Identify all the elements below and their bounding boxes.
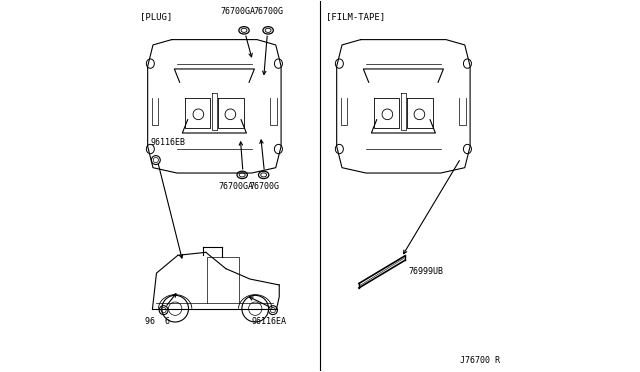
Text: J76700 R: J76700 R [460, 356, 500, 365]
Text: 96116EB: 96116EB [150, 138, 186, 147]
Text: 96116EA: 96116EA [252, 317, 286, 326]
Text: 76700GA: 76700GA [219, 182, 253, 191]
Text: 76700GA: 76700GA [220, 7, 255, 16]
Text: 96  6: 96 6 [145, 317, 170, 326]
Text: 76700G: 76700G [250, 182, 280, 191]
Text: [FILM-TAPE]: [FILM-TAPE] [326, 12, 385, 21]
Text: 76999UB: 76999UB [408, 267, 444, 276]
Text: [PLUG]: [PLUG] [140, 12, 173, 21]
Text: 76700G: 76700G [253, 7, 283, 16]
